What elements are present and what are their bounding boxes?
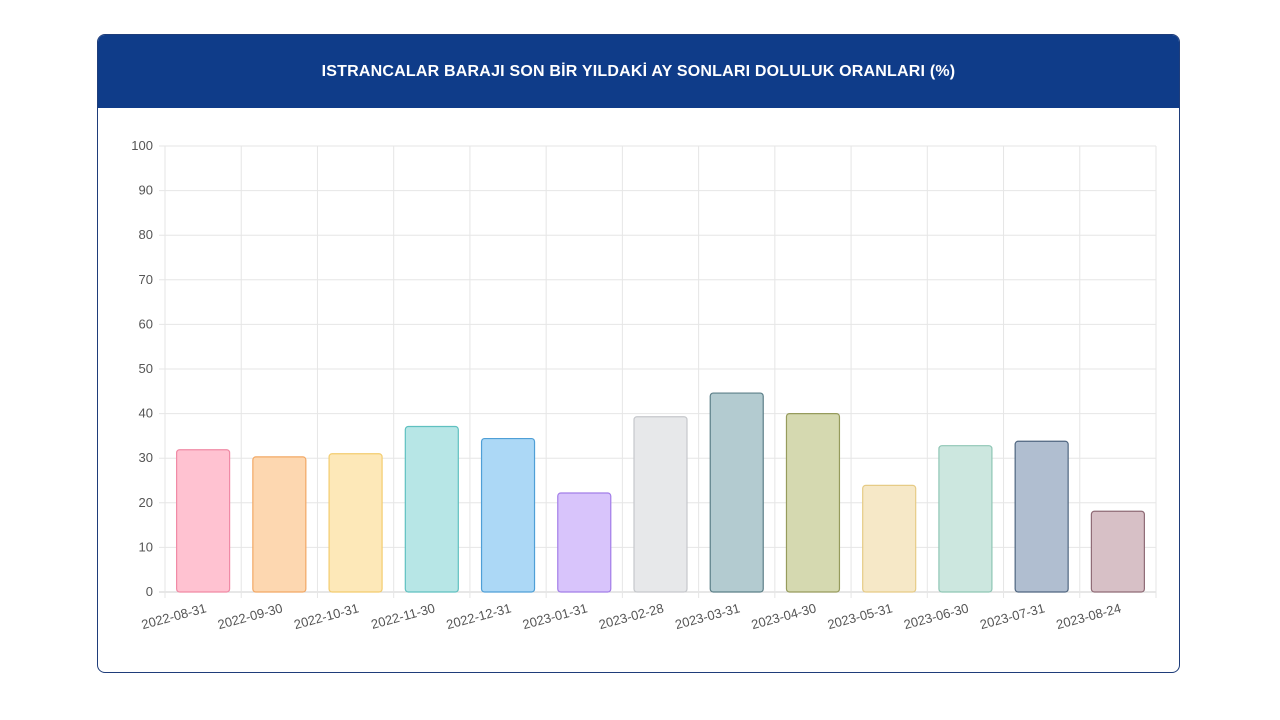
x-tick-label: 2022-11-30	[369, 600, 436, 631]
bar-2022-11-30[interactable]	[404, 425, 459, 593]
bar-2023-03-31[interactable]	[709, 392, 764, 593]
bar-2022-08-31[interactable]	[176, 449, 231, 593]
bar-2023-01-31[interactable]	[557, 492, 612, 593]
y-tick-label: 100	[131, 138, 153, 153]
bar-2023-05-31[interactable]	[862, 484, 917, 593]
bar-2023-02-28[interactable]	[633, 416, 688, 593]
chart-card: ISTRANCALAR BARAJI SON BİR YILDAKİ AY SO…	[97, 34, 1180, 673]
bar-chart: 0 10 20 30 40 50 60 70 80 90 100 2022-08-31 2022-09…	[131, 138, 1157, 632]
bar-2022-09-30[interactable]	[252, 456, 307, 593]
y-tick-label: 40	[139, 406, 153, 421]
x-axis: 2022-08-31 2022-09-30 2022-10-31 2022-11-30…	[140, 600, 1123, 632]
bar-2023-08-24[interactable]	[1090, 510, 1145, 593]
y-tick-label: 30	[139, 450, 153, 465]
bars	[176, 392, 1145, 593]
y-tick-label: 20	[139, 495, 153, 510]
bar-2023-04-30[interactable]	[785, 413, 841, 593]
grid-lines	[159, 145, 1157, 598]
y-tick-label: 50	[139, 361, 153, 376]
chart-header: ISTRANCALAR BARAJI SON BİR YILDAKİ AY SO…	[98, 35, 1179, 108]
x-tick-label: 2023-06-30	[902, 600, 970, 632]
x-tick-label: 2022-10-31	[292, 600, 360, 632]
x-tick-label: 2023-02-28	[597, 600, 665, 632]
y-tick-label: 80	[139, 227, 153, 242]
y-tick-label: 70	[139, 272, 153, 287]
x-tick-label: 2023-03-31	[673, 600, 741, 632]
bar-2023-06-30[interactable]	[938, 445, 993, 593]
x-tick-label: 2022-08-31	[140, 600, 208, 632]
x-tick-label: 2022-09-30	[216, 600, 284, 632]
x-tick-label: 2023-07-31	[978, 600, 1046, 632]
bar-2023-07-31[interactable]	[1014, 440, 1069, 593]
x-tick-label: 2022-12-31	[445, 600, 513, 632]
x-tick-label: 2023-04-30	[750, 600, 818, 632]
x-tick-label: 2023-08-24	[1055, 600, 1123, 632]
y-tick-label: 90	[139, 183, 153, 198]
y-axis: 0 10 20 30 40 50 60 70 80 90 100	[131, 138, 153, 599]
x-tick-label: 2023-01-31	[521, 600, 589, 632]
bar-2022-10-31[interactable]	[328, 453, 383, 593]
chart-title: ISTRANCALAR BARAJI SON BİR YILDAKİ AY SO…	[321, 62, 956, 80]
bar-2022-12-31[interactable]	[480, 437, 536, 593]
x-tick-label: 2023-05-31	[826, 600, 894, 632]
y-tick-label: 10	[139, 539, 153, 554]
y-tick-label: 60	[139, 316, 153, 331]
y-tick-label: 0	[146, 584, 153, 599]
